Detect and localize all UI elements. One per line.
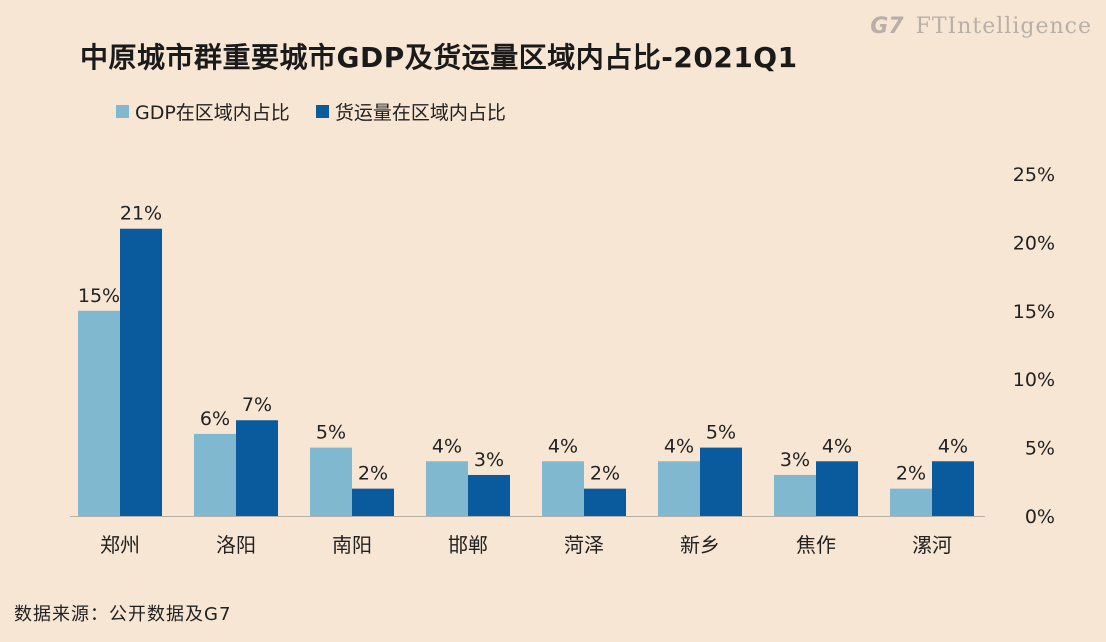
bar-freight (700, 447, 742, 516)
bar-gdp (542, 461, 584, 516)
data-label-freight: 3% (474, 449, 504, 471)
brand-logo: G7 FTIntelligence (870, 14, 1092, 39)
y-tick-label: 20% (1013, 232, 1055, 254)
x-tick-label: 新乡 (680, 533, 720, 557)
y-tick-label: 25% (1013, 164, 1055, 186)
y-tick-label: 15% (1013, 301, 1055, 323)
bar-gdp (78, 310, 120, 516)
data-label-freight: 21% (120, 203, 162, 225)
data-label-freight: 2% (590, 463, 620, 485)
bar-freight (584, 488, 626, 516)
data-label-gdp: 5% (316, 422, 346, 444)
bar-gdp (426, 461, 468, 516)
bar-gdp (658, 461, 700, 516)
legend-item-gdp: GDP在区域内占比 (116, 98, 290, 125)
bar-freight (236, 420, 278, 516)
y-tick-label: 5% (1025, 438, 1055, 460)
bar-gdp (774, 474, 816, 516)
data-source-note: 数据来源：公开数据及G7 (14, 604, 232, 625)
x-tick-label: 南阳 (332, 533, 372, 557)
data-label-gdp: 4% (432, 435, 462, 457)
x-tick-label: 漯河 (912, 533, 952, 557)
bar-freight (352, 488, 394, 516)
bar-freight (468, 474, 510, 516)
data-label-gdp: 2% (896, 463, 926, 485)
y-tick-label: 0% (1025, 506, 1055, 528)
x-tick-label: 洛阳 (216, 533, 256, 557)
data-label-gdp: 15% (78, 285, 120, 307)
x-tick-label: 菏泽 (564, 533, 604, 557)
data-label-gdp: 3% (780, 449, 810, 471)
bar-gdp (310, 447, 352, 516)
bar-freight (120, 228, 162, 516)
legend-item-freight: 货运量在区域内占比 (315, 98, 506, 125)
data-label-gdp: 4% (664, 435, 694, 457)
legend-swatch-gdp (116, 105, 129, 118)
x-tick-label: 郑州 (100, 533, 140, 557)
legend: GDP在区域内占比 货运量在区域内占比 (116, 98, 506, 125)
bar-chart: 0% 5% 10% 15% 20% 25% 15% 21% 郑州 6% 7% 洛阳 5% 2% 南阳 4% 3%… (70, 164, 1055, 557)
bar-gdp (194, 433, 236, 516)
bar-freight (816, 461, 858, 516)
brand-g7-logo: G7 (870, 14, 904, 39)
x-tick-label: 邯郸 (448, 533, 488, 557)
bar-freight (932, 461, 974, 516)
data-label-freight: 4% (822, 435, 852, 457)
legend-swatch-freight (315, 105, 329, 118)
data-label-freight: 5% (706, 422, 736, 444)
data-label-gdp: 4% (548, 435, 578, 457)
legend-label-gdp: GDP在区域内占比 (135, 102, 290, 124)
chart-title: 中原城市群重要城市GDP及货运量区域内占比-2021Q1 (80, 41, 798, 74)
data-label-freight: 4% (938, 435, 968, 457)
bar-gdp (890, 488, 932, 516)
data-label-freight: 2% (358, 463, 388, 485)
x-tick-label: 焦作 (796, 533, 836, 557)
brand-ft-logo: FTIntelligence (915, 14, 1092, 39)
data-label-freight: 7% (242, 394, 272, 416)
data-label-gdp: 6% (200, 408, 230, 430)
y-tick-label: 10% (1013, 369, 1055, 391)
legend-label-freight: 货运量在区域内占比 (334, 102, 506, 124)
